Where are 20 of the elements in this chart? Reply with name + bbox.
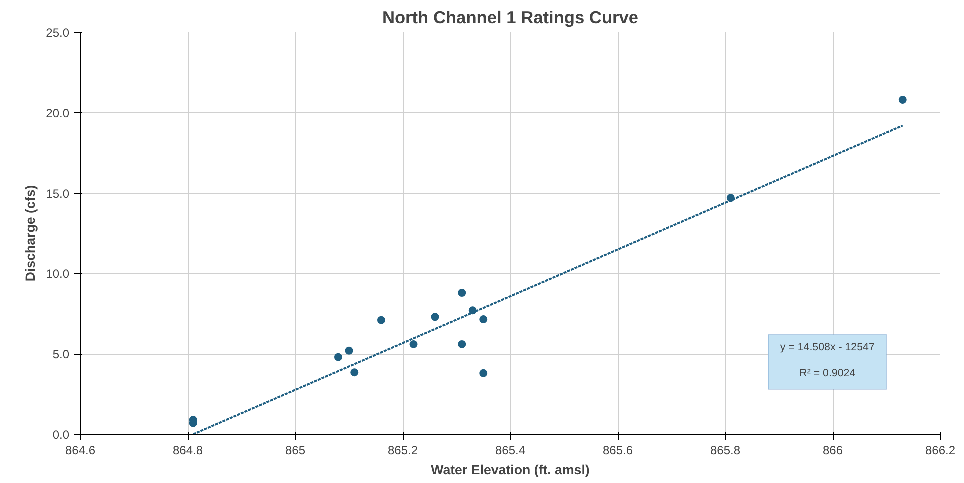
- y-tick-label: 15.0: [46, 186, 70, 201]
- x-tick-label: 865.4: [495, 444, 526, 458]
- y-tick-label: 10.0: [46, 267, 70, 282]
- y-tick-label: 5.0: [52, 348, 70, 362]
- chart-title: North Channel 1 Ratings Curve: [382, 8, 639, 28]
- x-axis-title: Water Elevation (ft. amsl): [431, 462, 590, 478]
- x-tick-label: 865: [285, 444, 306, 458]
- x-tick-label: 865.2: [388, 444, 418, 458]
- x-tick-label: 865.8: [710, 444, 741, 458]
- x-tick-label: 866.2: [925, 444, 956, 458]
- x-tick-label: 864.6: [65, 444, 96, 458]
- annotation: y = 14.508x - 12547: [780, 342, 875, 354]
- x-tick-label: 865.6: [602, 444, 634, 458]
- x-tick-label: 866: [822, 444, 844, 458]
- annotation: R² = 0.9024: [800, 367, 856, 380]
- y-axis-title: Discharge (cfs): [23, 185, 38, 282]
- x-tick-label: 864.8: [172, 444, 204, 458]
- y-tick-label: 25.0: [46, 26, 70, 40]
- y-tick-label: 0.0: [52, 428, 70, 442]
- y-tick-label: 20.0: [46, 106, 70, 120]
